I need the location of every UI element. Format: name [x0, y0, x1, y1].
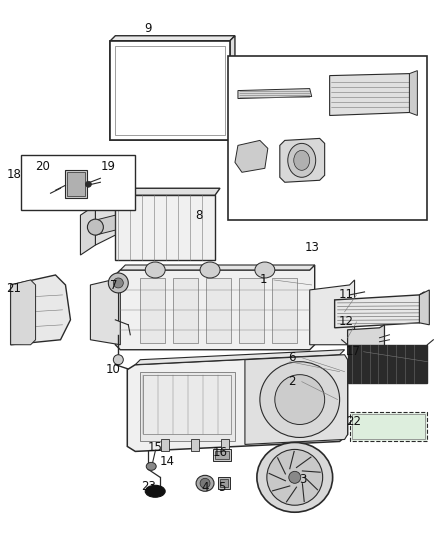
Ellipse shape: [257, 442, 332, 512]
Polygon shape: [419, 290, 429, 325]
Text: 10: 10: [106, 363, 121, 376]
Polygon shape: [90, 278, 120, 345]
Bar: [215, 451, 229, 459]
Polygon shape: [115, 265, 314, 350]
Polygon shape: [110, 36, 235, 41]
Ellipse shape: [260, 362, 339, 438]
Bar: [350, 411, 427, 441]
Ellipse shape: [267, 449, 323, 505]
Text: 16: 16: [212, 446, 227, 459]
Polygon shape: [11, 280, 35, 345]
Ellipse shape: [289, 471, 301, 483]
Polygon shape: [330, 74, 413, 116]
Text: 3: 3: [299, 473, 307, 486]
Text: 23: 23: [141, 480, 155, 493]
Text: 7: 7: [110, 279, 117, 293]
Ellipse shape: [88, 219, 103, 235]
Polygon shape: [115, 195, 215, 260]
Ellipse shape: [294, 150, 310, 171]
Bar: [161, 439, 169, 451]
Bar: [173, 278, 198, 343]
Text: 21: 21: [6, 282, 21, 295]
Text: 15: 15: [148, 441, 162, 454]
Bar: [218, 478, 230, 489]
Text: 5: 5: [218, 481, 226, 494]
Polygon shape: [230, 36, 235, 140]
Bar: [67, 172, 85, 196]
Ellipse shape: [145, 486, 165, 497]
Polygon shape: [235, 140, 268, 172]
Bar: [66, 171, 88, 198]
Text: 14: 14: [160, 455, 175, 468]
Bar: [140, 372, 235, 441]
Text: 2: 2: [288, 375, 296, 388]
Ellipse shape: [146, 462, 156, 470]
Polygon shape: [410, 71, 417, 116]
Text: 17: 17: [346, 345, 361, 358]
Text: 18: 18: [6, 168, 21, 181]
Bar: [110, 41, 230, 140]
Bar: [115, 46, 225, 135]
Polygon shape: [238, 88, 312, 99]
Ellipse shape: [145, 262, 165, 278]
Bar: [191, 439, 199, 451]
Bar: [206, 278, 231, 343]
Text: 13: 13: [304, 240, 319, 254]
Polygon shape: [115, 188, 220, 195]
Bar: [220, 479, 228, 487]
Ellipse shape: [196, 475, 214, 491]
Text: 6: 6: [288, 351, 296, 364]
Text: 20: 20: [35, 160, 50, 173]
Bar: [213, 449, 231, 462]
Polygon shape: [11, 275, 71, 345]
Bar: [272, 278, 297, 343]
Bar: [221, 439, 229, 451]
Text: 4: 4: [201, 481, 209, 494]
Ellipse shape: [288, 143, 316, 177]
Polygon shape: [335, 292, 424, 328]
Bar: [352, 414, 425, 439]
Polygon shape: [81, 205, 95, 255]
Polygon shape: [135, 350, 345, 365]
Text: 11: 11: [339, 288, 354, 301]
Text: 22: 22: [346, 415, 361, 428]
Text: 8: 8: [195, 208, 203, 222]
Ellipse shape: [255, 262, 275, 278]
Ellipse shape: [275, 375, 325, 424]
Polygon shape: [95, 195, 115, 245]
Polygon shape: [310, 280, 355, 345]
Ellipse shape: [200, 262, 220, 278]
Polygon shape: [245, 355, 348, 445]
Text: 9: 9: [145, 22, 152, 35]
Ellipse shape: [108, 273, 128, 293]
Ellipse shape: [85, 181, 92, 187]
Text: 12: 12: [339, 316, 354, 328]
Polygon shape: [280, 139, 325, 182]
Text: 19: 19: [101, 160, 116, 173]
Ellipse shape: [200, 478, 210, 488]
Polygon shape: [348, 325, 385, 355]
Bar: [21, 155, 135, 210]
Ellipse shape: [113, 355, 124, 365]
Polygon shape: [120, 265, 314, 270]
Bar: [228, 55, 427, 220]
Bar: [143, 375, 231, 434]
Polygon shape: [95, 215, 115, 235]
Bar: [239, 278, 264, 343]
Text: 1: 1: [260, 273, 268, 286]
Bar: [348, 345, 427, 383]
Ellipse shape: [113, 278, 124, 288]
Bar: [110, 41, 230, 140]
Bar: [140, 278, 165, 343]
Polygon shape: [127, 355, 348, 451]
